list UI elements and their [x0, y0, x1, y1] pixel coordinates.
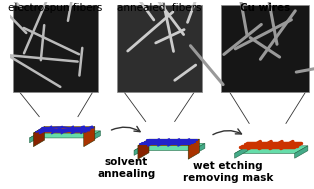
FancyBboxPatch shape: [116, 5, 202, 92]
Polygon shape: [188, 139, 199, 159]
Polygon shape: [192, 143, 205, 155]
Text: solvent
annealing: solvent annealing: [97, 157, 155, 179]
Polygon shape: [33, 127, 45, 147]
Polygon shape: [138, 139, 199, 146]
Polygon shape: [30, 131, 42, 143]
Polygon shape: [134, 143, 205, 150]
Polygon shape: [84, 127, 95, 147]
FancyBboxPatch shape: [221, 5, 309, 92]
Text: electrospun fibers: electrospun fibers: [8, 3, 103, 13]
Polygon shape: [235, 146, 308, 153]
Text: wet etching
removing mask: wet etching removing mask: [183, 161, 273, 183]
Text: annealed  fibers: annealed fibers: [117, 3, 202, 13]
Polygon shape: [295, 146, 308, 158]
Polygon shape: [88, 131, 100, 143]
Polygon shape: [33, 127, 95, 133]
FancyBboxPatch shape: [13, 5, 98, 92]
Polygon shape: [30, 131, 100, 138]
Polygon shape: [134, 143, 147, 155]
Text: Cu wires: Cu wires: [240, 3, 290, 13]
Polygon shape: [235, 146, 248, 158]
Polygon shape: [138, 139, 149, 159]
